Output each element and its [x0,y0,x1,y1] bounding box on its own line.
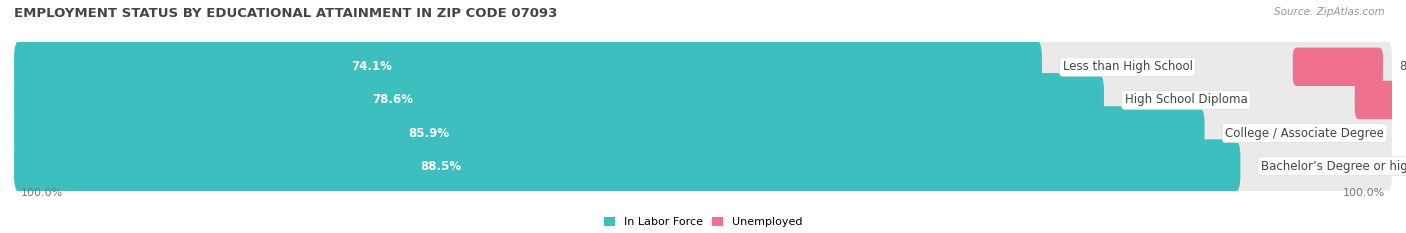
Text: 100.0%: 100.0% [1343,188,1385,198]
FancyBboxPatch shape [1355,81,1406,119]
Text: 78.6%: 78.6% [373,93,413,106]
FancyBboxPatch shape [14,106,1392,160]
FancyBboxPatch shape [14,73,1392,127]
Text: 74.1%: 74.1% [352,60,392,73]
Text: 85.9%: 85.9% [408,127,449,140]
FancyBboxPatch shape [14,40,1392,94]
FancyBboxPatch shape [1292,48,1384,86]
Text: 8.5%: 8.5% [1399,60,1406,73]
FancyBboxPatch shape [14,73,1104,127]
Legend: In Labor Force, Unemployed: In Labor Force, Unemployed [603,217,803,227]
FancyBboxPatch shape [14,106,1205,160]
Text: Less than High School: Less than High School [1063,60,1192,73]
Text: Bachelor’s Degree or higher: Bachelor’s Degree or higher [1261,160,1406,173]
FancyBboxPatch shape [14,139,1240,193]
Text: 100.0%: 100.0% [21,188,63,198]
Text: 88.5%: 88.5% [420,160,461,173]
FancyBboxPatch shape [14,139,1392,193]
Text: College / Associate Degree: College / Associate Degree [1225,127,1384,140]
Text: EMPLOYMENT STATUS BY EDUCATIONAL ATTAINMENT IN ZIP CODE 07093: EMPLOYMENT STATUS BY EDUCATIONAL ATTAINM… [14,7,557,20]
Text: Source: ZipAtlas.com: Source: ZipAtlas.com [1274,7,1385,17]
FancyBboxPatch shape [14,40,1042,94]
Text: High School Diploma: High School Diploma [1125,93,1247,106]
